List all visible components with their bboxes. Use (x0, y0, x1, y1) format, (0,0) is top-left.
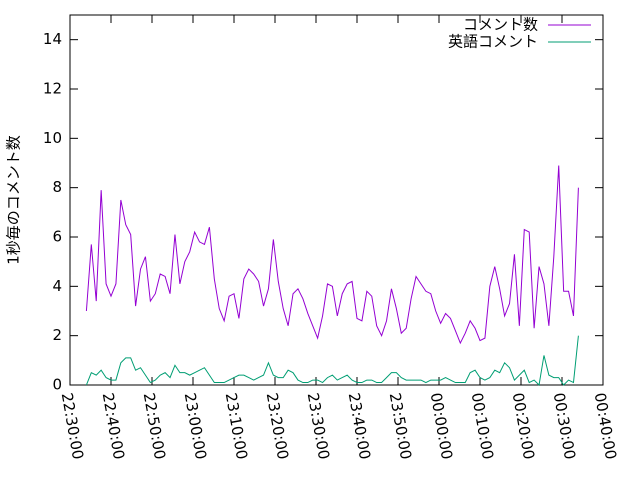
plot-frame (69, 14, 604, 386)
x-tick-label: 23:30:00 (304, 391, 333, 460)
x-tick-label: 23:00:00 (181, 391, 210, 460)
x-tick-label: 22:30:00 (58, 391, 87, 460)
y-tick-label: 8 (52, 178, 62, 196)
x-tick-label: 22:40:00 (99, 391, 128, 460)
x-tick-label: 22:50:00 (140, 391, 169, 460)
x-tick-label: 23:40:00 (345, 391, 374, 460)
y-tick-label: 0 (52, 376, 62, 394)
series-line (85, 335, 579, 387)
y-tick-label: 14 (43, 30, 62, 48)
y-tick-label: 12 (43, 80, 62, 98)
legend-label: 英語コメント (448, 33, 538, 51)
x-tick-label: 23:20:00 (263, 391, 292, 460)
y-tick-label: 6 (52, 228, 62, 246)
y-axis-label: 1秒毎のコメント数 (5, 135, 23, 265)
x-tick-label: 00:30:00 (550, 391, 579, 460)
x-tick-label: 23:10:00 (222, 391, 251, 460)
y-tick-label: 4 (52, 277, 62, 295)
x-tick-label: 00:20:00 (509, 391, 538, 460)
legend-label: コメント数 (463, 16, 538, 34)
series-line (85, 165, 579, 345)
x-tick-label: 00:10:00 (468, 391, 497, 460)
x-tick-label: 00:40:00 (591, 391, 620, 460)
y-tick-label: 10 (43, 129, 62, 147)
x-tick-label: 23:50:00 (386, 391, 415, 460)
x-tick-label: 00:00:00 (427, 391, 456, 460)
y-tick-label: 2 (52, 326, 62, 344)
